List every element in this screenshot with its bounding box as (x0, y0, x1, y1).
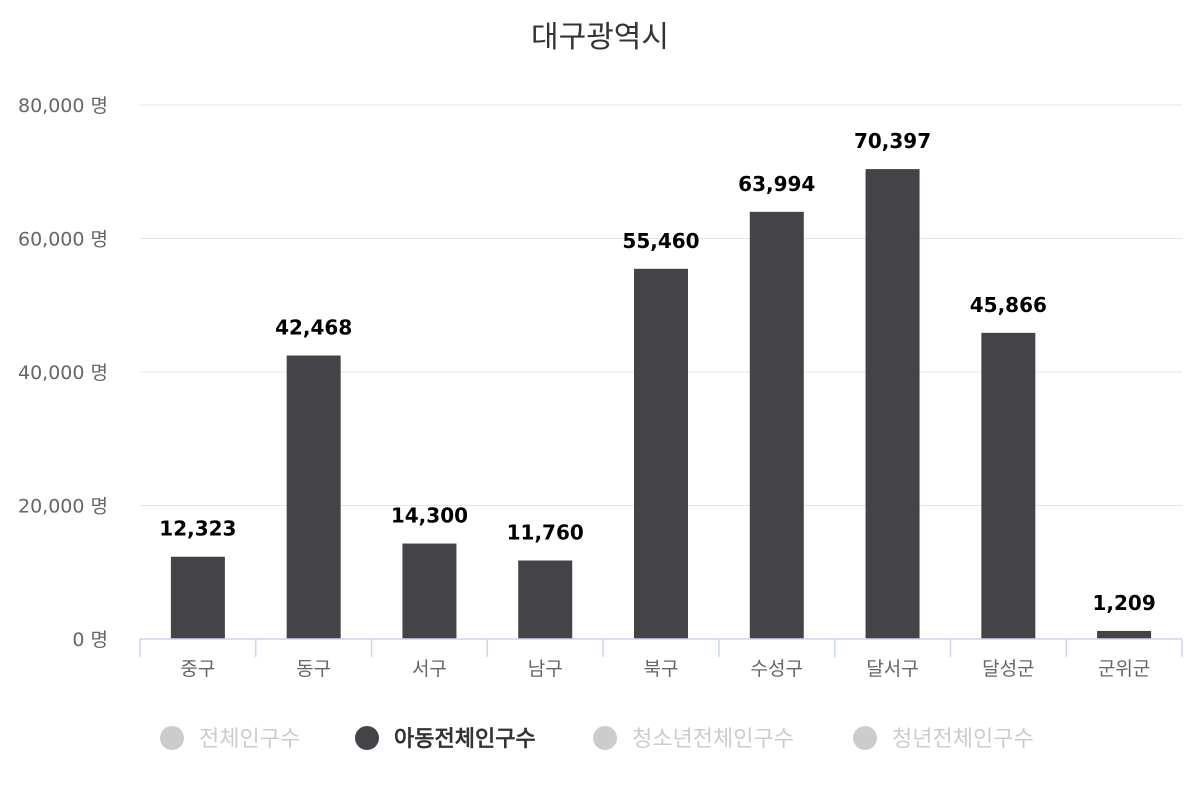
bar-달서구[interactable] (865, 169, 920, 639)
data-label: 1,209 (1092, 591, 1155, 615)
legend-label: 아동전체인구수 (394, 727, 536, 752)
legend-item[interactable]: 청소년전체인구수 (593, 726, 794, 752)
data-label: 63,994 (738, 172, 815, 196)
chart-title: 대구광역시 (531, 20, 669, 55)
bar-달성군[interactable] (981, 332, 1036, 639)
x-tick-label: 수성구 (751, 658, 803, 680)
x-tick-label: 남구 (528, 658, 563, 680)
x-axis: 중구 동구 서구 남구 북구 수성구 달서구 달성군 군위군 (139, 638, 1183, 680)
y-tick-label: 80,000 명 (18, 95, 108, 117)
data-label: 14,300 (391, 504, 468, 528)
x-tick-label: 군위군 (1098, 658, 1150, 680)
legend-label: 전체인구수 (199, 727, 300, 752)
legend-item[interactable]: 청년전체인구수 (853, 726, 1034, 752)
legend-label: 청소년전체인구수 (632, 727, 794, 752)
data-label: 42,468 (275, 316, 352, 340)
data-label: 11,760 (507, 521, 584, 545)
legend-marker-icon (853, 726, 877, 750)
legend-marker-icon (593, 726, 617, 750)
legend-label: 청년전체인구수 (892, 727, 1034, 752)
y-axis-ticks: 0 명 20,000 명 40,000 명 60,000 명 80,000 명 (18, 95, 108, 651)
y-tick-label: 20,000 명 (18, 496, 108, 518)
bar-서구[interactable] (402, 543, 457, 639)
bar-중구[interactable] (170, 556, 225, 639)
data-label: 12,323 (159, 517, 236, 541)
data-labels: 12,323 42,468 14,300 11,760 55,460 63,994 70,3… (159, 129, 1155, 615)
x-tick-label: 서구 (412, 658, 447, 680)
y-tick-label: 60,000 명 (18, 229, 108, 251)
data-label: 55,460 (622, 229, 699, 253)
bars (170, 169, 1152, 639)
bar-북구[interactable] (634, 268, 688, 639)
bar-군위군[interactable] (1097, 630, 1152, 639)
legend-item[interactable]: 전체인구수 (160, 726, 300, 752)
y-tick-label: 0 명 (72, 629, 108, 651)
data-label: 45,866 (970, 293, 1047, 317)
x-tick-label: 달서구 (866, 658, 918, 680)
legend-marker-icon (160, 726, 184, 750)
x-tick-label: 북구 (644, 658, 679, 680)
x-tick-label: 중구 (180, 658, 215, 680)
y-tick-label: 40,000 명 (18, 362, 108, 384)
bar-남구[interactable] (518, 560, 573, 639)
bar-수성구[interactable] (749, 211, 804, 639)
data-label: 70,397 (854, 129, 931, 153)
legend: 전체인구수 아동전체인구수 청소년전체인구수 청년전체인구수 (160, 726, 1034, 752)
x-tick-label: 동구 (296, 658, 331, 680)
x-tick-label: 달성군 (982, 658, 1034, 680)
legend-item[interactable]: 아동전체인구수 (355, 726, 536, 752)
bar-동구[interactable] (286, 355, 341, 639)
legend-marker-icon (355, 726, 379, 750)
